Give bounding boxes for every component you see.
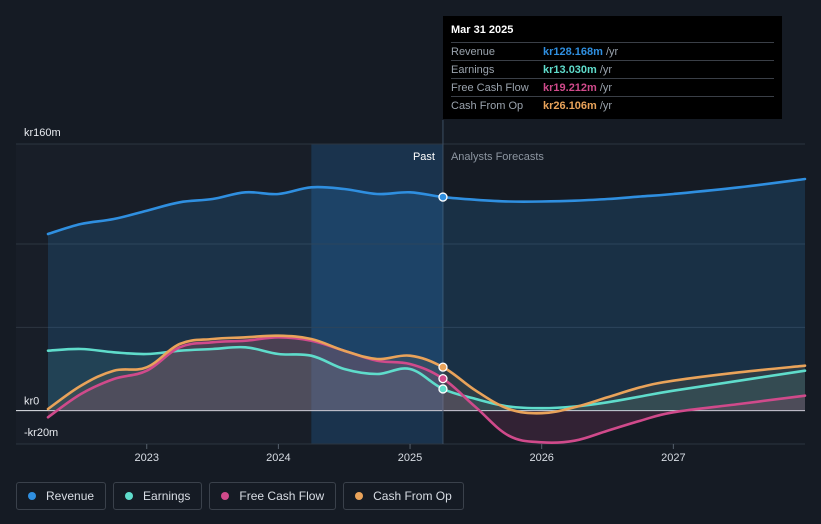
tooltip-unit: /yr bbox=[599, 99, 613, 112]
area-revenue bbox=[48, 179, 805, 411]
marker-revenue bbox=[438, 192, 448, 202]
legend-label: Revenue bbox=[46, 489, 95, 503]
series-line-cash-from-op bbox=[46, 334, 807, 415]
tooltip-date: Mar 31 2025 bbox=[451, 24, 774, 43]
y-tick-label: -kr20m bbox=[24, 427, 58, 439]
tooltip-label: Cash From Op bbox=[451, 99, 524, 112]
x-tick-label: 2026 bbox=[529, 452, 553, 464]
tooltip-unit: /yr bbox=[599, 63, 613, 76]
legend-dot-icon bbox=[221, 492, 230, 500]
y-tick-label: kr0 bbox=[24, 396, 39, 408]
tooltip-unit: /yr bbox=[605, 45, 619, 58]
chart-legend: Revenue Earnings Free Cash Flow Cash Fro… bbox=[16, 482, 464, 510]
forecast-label: Analysts Forecasts bbox=[451, 151, 544, 163]
legend-dot-icon bbox=[355, 492, 364, 500]
tooltip-label: Earnings bbox=[451, 63, 495, 76]
tooltip-unit: /yr bbox=[599, 81, 613, 94]
marker-free-cash-flow bbox=[438, 373, 448, 384]
y-tick-label: kr160m bbox=[24, 127, 61, 139]
legend-dot-icon bbox=[125, 492, 134, 500]
tooltip-row-revenue: Revenue kr128.168m /yr bbox=[451, 43, 774, 61]
legend-item-earnings[interactable]: Earnings bbox=[113, 482, 203, 510]
past-label: Past bbox=[413, 151, 435, 163]
marker-earnings bbox=[438, 384, 448, 394]
tooltip-row-cash-from-op: Cash From Op kr26.106m /yr bbox=[451, 97, 774, 114]
tooltip-value: kr13.030m bbox=[543, 63, 597, 76]
area-cash-from-op bbox=[48, 335, 805, 414]
area-free-cash-flow bbox=[48, 337, 805, 443]
tooltip-row-earnings: Earnings kr13.030m /yr bbox=[451, 61, 774, 79]
series-line-revenue bbox=[46, 177, 807, 236]
legend-label: Earnings bbox=[143, 489, 191, 503]
legend-dot-icon bbox=[28, 492, 36, 500]
tooltip-label: Revenue bbox=[451, 45, 496, 58]
legend-label: Cash From Op bbox=[373, 489, 452, 503]
x-tick-label: 2024 bbox=[266, 452, 290, 464]
tooltip-value: kr19.212m bbox=[543, 81, 597, 94]
tooltip-row-free-cash-flow: Free Cash Flow kr19.212m /yr bbox=[451, 79, 774, 97]
series-line-free-cash-flow bbox=[46, 336, 807, 445]
x-tick-label: 2023 bbox=[134, 452, 158, 464]
legend-label: Free Cash Flow bbox=[239, 489, 325, 503]
legend-item-free-cash-flow[interactable]: Free Cash Flow bbox=[209, 482, 337, 510]
series-line-earnings bbox=[46, 345, 807, 410]
legend-item-revenue[interactable]: Revenue bbox=[16, 482, 107, 510]
hover-tooltip: Mar 31 2025 Revenue kr128.168m /yr Earni… bbox=[443, 16, 782, 119]
x-tick-label: 2027 bbox=[661, 452, 685, 464]
tooltip-value: kr128.168m bbox=[543, 45, 603, 58]
tooltip-value: kr26.106m bbox=[543, 99, 597, 112]
tooltip-label: Free Cash Flow bbox=[451, 81, 529, 94]
marker-cash-from-op bbox=[438, 362, 448, 372]
x-tick-label: 2025 bbox=[398, 452, 422, 464]
legend-item-cash-from-op[interactable]: Cash From Op bbox=[343, 482, 464, 510]
